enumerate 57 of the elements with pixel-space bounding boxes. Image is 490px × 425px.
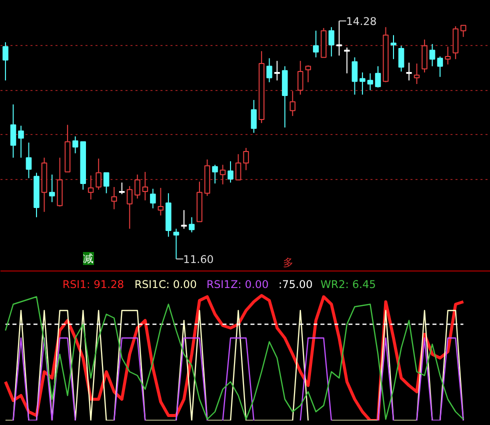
candlestick <box>88 174 94 200</box>
candlestick <box>290 90 296 116</box>
candlestick <box>228 160 234 184</box>
candlestick <box>250 99 257 134</box>
candlestick <box>305 64 312 83</box>
candlestick <box>150 188 156 209</box>
series-label: WR2: 6.45 <box>320 278 376 291</box>
text: RSI1: 91.28 <box>62 278 124 291</box>
candlestick <box>274 60 280 81</box>
candlestick <box>437 56 443 78</box>
candlestick <box>352 56 358 96</box>
candlestick <box>360 72 366 96</box>
candlestick <box>367 72 374 91</box>
annotation: 14.28 <box>346 14 377 28</box>
candlestick <box>2 42 8 81</box>
candlestick <box>173 228 180 260</box>
candlestick <box>72 136 78 154</box>
candlestick <box>398 45 404 72</box>
text: :75.00 <box>278 278 313 291</box>
candlestick <box>188 216 195 233</box>
candlestick <box>429 44 436 67</box>
candlestick <box>26 142 32 179</box>
annotation: 多 <box>283 256 294 269</box>
candlestick <box>444 46 451 65</box>
candlestick <box>181 210 187 230</box>
candlestick <box>266 58 272 83</box>
candlestick <box>220 164 226 185</box>
candlestick <box>18 125 24 158</box>
candlestick <box>328 26 334 57</box>
candlestick <box>212 164 218 184</box>
candlestick <box>336 20 342 56</box>
candlestick <box>414 63 420 84</box>
candlestick <box>375 66 381 88</box>
candlestick <box>406 62 412 81</box>
candlestick <box>344 47 350 74</box>
candlestick <box>460 24 466 38</box>
candlestick <box>111 186 118 210</box>
annotation: 11.60 <box>183 252 214 266</box>
candlestick <box>118 182 125 195</box>
candlestick <box>390 34 396 60</box>
candlestick <box>297 60 304 96</box>
candlestick <box>422 39 428 73</box>
candlestick <box>49 174 55 203</box>
candlestick <box>235 154 242 180</box>
candlestick <box>312 30 319 58</box>
text: RSI1Z: 0.00 <box>206 278 269 291</box>
candlestick <box>158 187 164 216</box>
candlestick <box>134 174 140 200</box>
candlestick <box>10 104 16 158</box>
candlestick <box>103 172 110 194</box>
candlestick <box>452 26 458 60</box>
candlestick <box>243 147 249 171</box>
candlestick <box>96 158 102 190</box>
series-label: RSI1C: 0.00 <box>134 278 197 291</box>
annotation: 减 <box>83 252 94 265</box>
candlestick <box>142 171 148 201</box>
candlestick <box>126 186 133 230</box>
